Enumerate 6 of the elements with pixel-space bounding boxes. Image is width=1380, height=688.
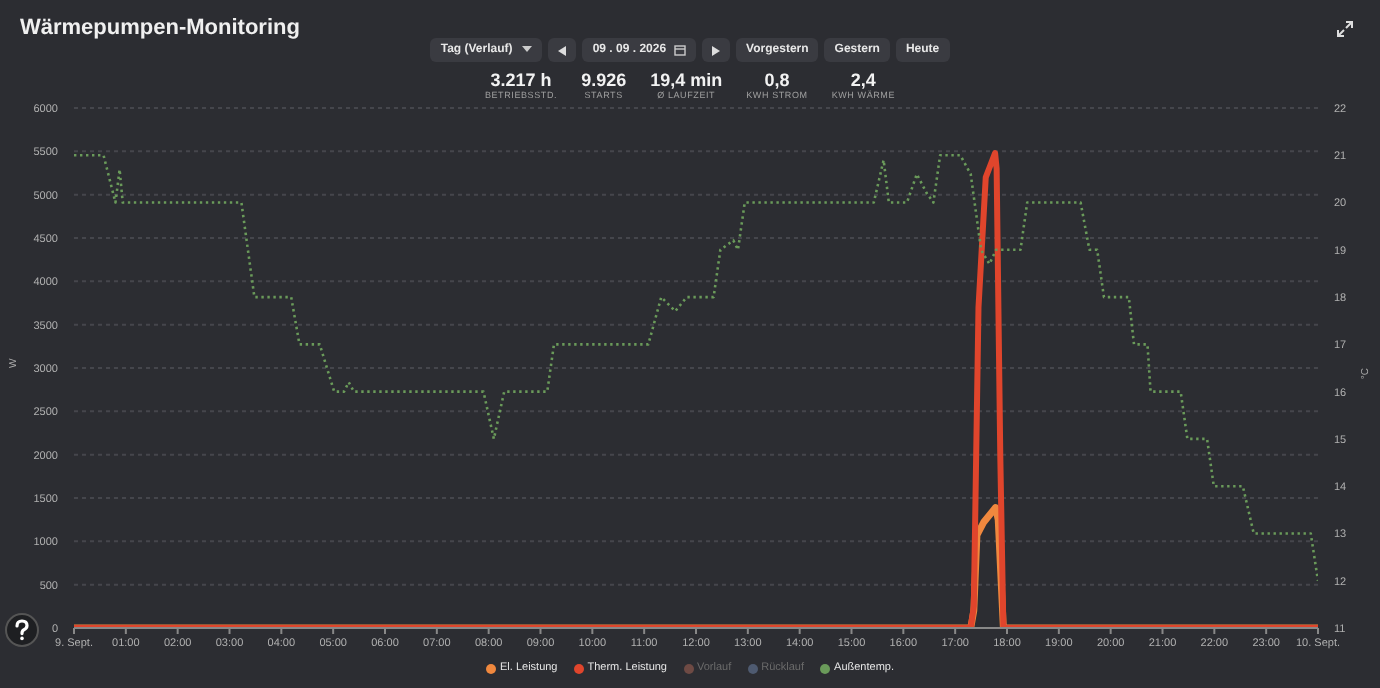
text: 0,8	[762, 70, 792, 90]
chart-title: Wärmepumpen-Monitoring	[20, 16, 300, 40]
text: 3.217 h	[488, 70, 554, 90]
text: 9.926	[581, 70, 627, 90]
text: 2,4	[848, 70, 878, 90]
text: 19,4 min	[650, 70, 723, 90]
